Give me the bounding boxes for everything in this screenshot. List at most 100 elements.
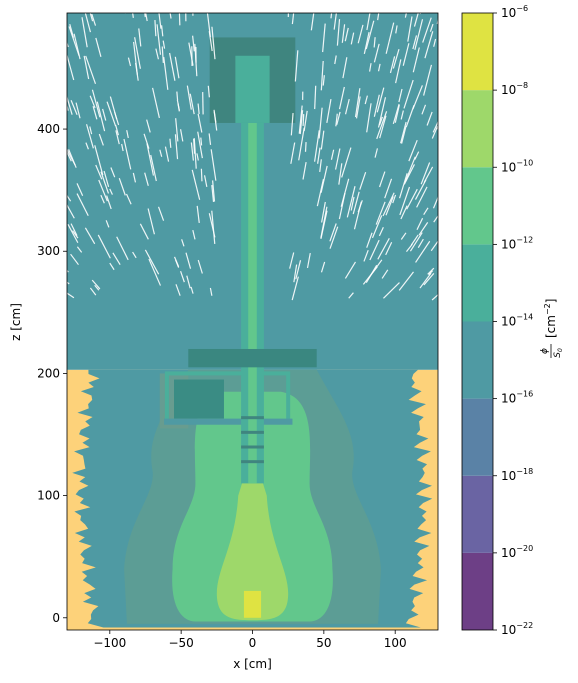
scatter-ray bbox=[419, 13, 422, 15]
scatter-ray bbox=[398, 88, 403, 103]
scatter-ray bbox=[84, 13, 92, 33]
scatter-ray bbox=[373, 94, 380, 117]
colorbar-label-unit-close: ] bbox=[544, 299, 558, 304]
colorbar-label-s: S0 bbox=[553, 348, 564, 358]
scatter-ray bbox=[196, 205, 200, 224]
scatter-ray bbox=[385, 242, 393, 256]
y-tick-label: 200 bbox=[37, 366, 60, 380]
scatter-ray bbox=[350, 32, 355, 45]
scatter-ray bbox=[336, 111, 341, 125]
scatter-ray bbox=[192, 35, 195, 52]
scatter-ray bbox=[410, 234, 419, 246]
scatter-ray bbox=[427, 267, 435, 275]
scatter-ray bbox=[378, 116, 384, 126]
scatter-ray bbox=[109, 262, 115, 271]
scatter-ray bbox=[174, 134, 179, 160]
plate bbox=[164, 418, 293, 425]
scatter-ray bbox=[97, 234, 111, 259]
colorbar-label-unit-exp: −2 bbox=[543, 303, 552, 315]
scatter-ray bbox=[333, 13, 337, 30]
scatter-ray bbox=[367, 259, 383, 280]
scatter-ray bbox=[70, 253, 79, 266]
scatter-ray bbox=[401, 126, 407, 144]
scatter-ray bbox=[146, 119, 151, 133]
scatter-ray bbox=[164, 146, 170, 162]
scatter-ray bbox=[75, 102, 81, 119]
scatter-ray bbox=[330, 149, 335, 160]
colorbar-tick-label: 10−16 bbox=[501, 390, 533, 406]
scatter-ray bbox=[369, 63, 372, 72]
scatter-ray bbox=[400, 205, 408, 220]
scatter-ray bbox=[426, 111, 433, 126]
scatter-ray bbox=[321, 201, 326, 223]
scatter-ray bbox=[109, 96, 118, 120]
scatter-ray bbox=[100, 194, 105, 204]
scatter-ray bbox=[197, 259, 203, 274]
scatter-ray bbox=[84, 227, 96, 245]
scatter-ray bbox=[409, 232, 423, 252]
scatter-ray bbox=[371, 215, 383, 239]
scatter-ray bbox=[133, 41, 138, 75]
scatter-ray bbox=[394, 104, 400, 123]
scatter-ray bbox=[106, 195, 112, 210]
scatter-ray bbox=[392, 194, 397, 204]
scatter-ray bbox=[169, 52, 176, 81]
stack-rung bbox=[241, 460, 264, 464]
scatter-ray bbox=[132, 172, 137, 183]
scatter-ray bbox=[76, 246, 83, 253]
scatter-ray bbox=[72, 230, 79, 239]
scatter-ray bbox=[398, 271, 414, 291]
scatter-ray bbox=[110, 167, 116, 178]
colorbar-level bbox=[462, 244, 493, 322]
scatter-ray bbox=[369, 239, 380, 261]
scatter-ray bbox=[189, 93, 195, 115]
scatter-ray bbox=[357, 24, 364, 44]
scatter-ray bbox=[359, 172, 367, 190]
scatter-ray bbox=[186, 85, 192, 110]
scatter-ray bbox=[329, 226, 339, 249]
scatter-ray bbox=[376, 87, 385, 113]
scatter-ray bbox=[67, 95, 73, 115]
scatter-ray bbox=[211, 185, 215, 202]
scatter-ray bbox=[188, 42, 194, 66]
scatter-ray bbox=[378, 171, 386, 188]
scatter-ray bbox=[433, 215, 438, 223]
scatter-ray bbox=[338, 86, 345, 110]
scatter-ray bbox=[169, 13, 172, 19]
colorbar-level bbox=[462, 398, 493, 476]
scatter-ray bbox=[392, 49, 400, 69]
scatter-ray bbox=[402, 43, 410, 66]
scatter-ray bbox=[85, 124, 94, 149]
scatter-ray bbox=[143, 133, 150, 149]
scatter-ray bbox=[414, 19, 424, 50]
scatter-ray bbox=[381, 269, 389, 279]
scatter-ray bbox=[162, 40, 166, 49]
scatter-ray bbox=[373, 43, 380, 63]
colorbar-ticks: 10−6 10−8 10−10 10−12 10−14 10−16 10−18 10−20 10… bbox=[493, 4, 533, 637]
stack-rung bbox=[241, 430, 264, 434]
y-tick-label: 0 bbox=[52, 611, 60, 625]
scatter-ray bbox=[422, 17, 432, 43]
colorbar-tick-label: 10−14 bbox=[501, 313, 533, 329]
colorbar-label-s-sub: 0 bbox=[557, 348, 564, 352]
scatter-ray bbox=[330, 13, 333, 19]
scatter-ray bbox=[76, 193, 89, 217]
scatter-ray bbox=[366, 103, 372, 133]
scatter-ray bbox=[125, 193, 132, 205]
scatter-ray bbox=[412, 85, 423, 110]
scatter-ray bbox=[376, 111, 388, 140]
scatter-ray bbox=[414, 151, 420, 160]
scatter-ray bbox=[344, 261, 357, 279]
scatter-ray bbox=[423, 272, 435, 286]
scatter-ray bbox=[95, 37, 102, 57]
scatter-ray bbox=[429, 23, 434, 32]
scatter-ray bbox=[156, 24, 162, 55]
scatter-ray bbox=[174, 56, 180, 79]
scatter-ray bbox=[383, 282, 400, 299]
scatter-ray bbox=[314, 130, 320, 162]
scatter-ray bbox=[95, 164, 103, 180]
scatter-ray bbox=[102, 108, 107, 121]
scatter-ray bbox=[377, 97, 387, 128]
scatter-ray bbox=[81, 17, 88, 48]
scatter-ray bbox=[181, 239, 185, 247]
